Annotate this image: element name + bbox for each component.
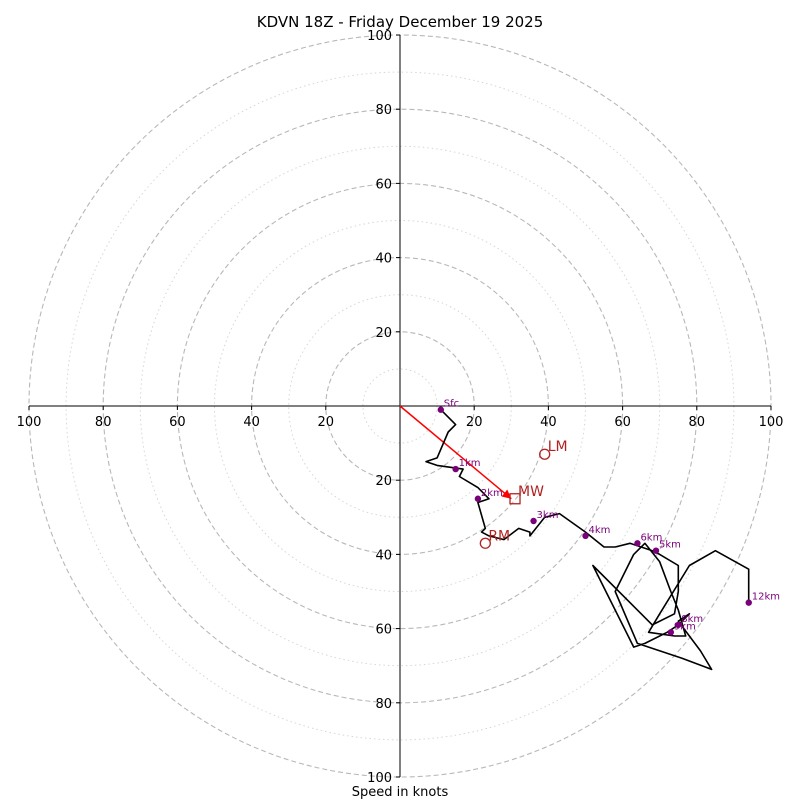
x-tick-label: 40: [243, 415, 260, 430]
storm-motion-points: LM MW RM: [479, 439, 568, 549]
motion-marker-circle: [539, 448, 551, 460]
height-marker-label: 2km: [481, 488, 503, 499]
x-axis-label: Speed in knots: [352, 785, 449, 800]
x-tick-label: 60: [614, 415, 631, 430]
height-marker-point: [634, 540, 641, 547]
height-marker-label: 4km: [589, 525, 611, 536]
height-marker-point: [452, 465, 459, 473]
height-marker-label: 1km: [459, 458, 481, 469]
y-tick-label: 40: [375, 548, 392, 563]
x-tick-label: 20: [466, 415, 483, 430]
x-tick-label: 20: [318, 415, 335, 430]
height-marker-point: [582, 532, 589, 540]
height-marker-label: 5km: [659, 540, 681, 551]
height-marker-label: 9km: [674, 621, 696, 632]
y-tick-label: 80: [375, 697, 392, 712]
x-tick-label: 80: [95, 415, 112, 430]
x-tick-label: 100: [759, 415, 784, 430]
height-marker-label: 6km: [640, 532, 662, 543]
y-tick-label: 40: [375, 252, 392, 267]
motion-marker-label: RM: [488, 528, 510, 544]
y-tick-label: 80: [375, 103, 392, 118]
x-tick-label: 60: [169, 415, 186, 430]
hodograph-line: [425, 409, 750, 671]
height-marker-point: [437, 406, 445, 413]
height-marker-point: [474, 495, 482, 502]
y-tick-label: 100: [367, 771, 392, 786]
y-tick-label: 60: [375, 177, 392, 192]
x-tick-label: 40: [540, 415, 557, 430]
y-tick-label: 20: [375, 326, 392, 341]
y-tick-label: 20: [375, 474, 392, 489]
height-marker-point: [652, 547, 660, 554]
motion-marker-square: [509, 493, 521, 505]
y-tick-label: 60: [375, 623, 392, 638]
y-tick-label: 100: [367, 29, 392, 44]
motion-marker-label: MW: [518, 484, 544, 500]
height-marker-point: [667, 629, 675, 636]
height-marker-point: [675, 621, 682, 629]
x-tick-label: 100: [17, 415, 42, 430]
chart-title: KDVN 18Z - Friday December 19 2025: [257, 13, 544, 31]
motion-marker-label: LM: [548, 439, 568, 455]
height-marker-label: Sfc: [444, 399, 459, 410]
height-marker-label: 12km: [752, 592, 780, 603]
height-marker-label: 8km: [681, 614, 703, 625]
height-marker-point: [745, 599, 752, 606]
x-tick-label: 80: [689, 415, 706, 430]
motion-marker-circle: [479, 537, 491, 549]
hodograph-trace: [425, 409, 750, 671]
height-marker-label: 3km: [537, 510, 559, 521]
tick-labels: 100 80 60 40 20 20 40 60 80 100 100 80 60 40 20 20 40 60 8…: [17, 29, 784, 786]
storm-motion-vector: [399, 405, 512, 500]
height-marker-point: [530, 517, 537, 525]
storm-vector-arrow: [399, 405, 512, 500]
